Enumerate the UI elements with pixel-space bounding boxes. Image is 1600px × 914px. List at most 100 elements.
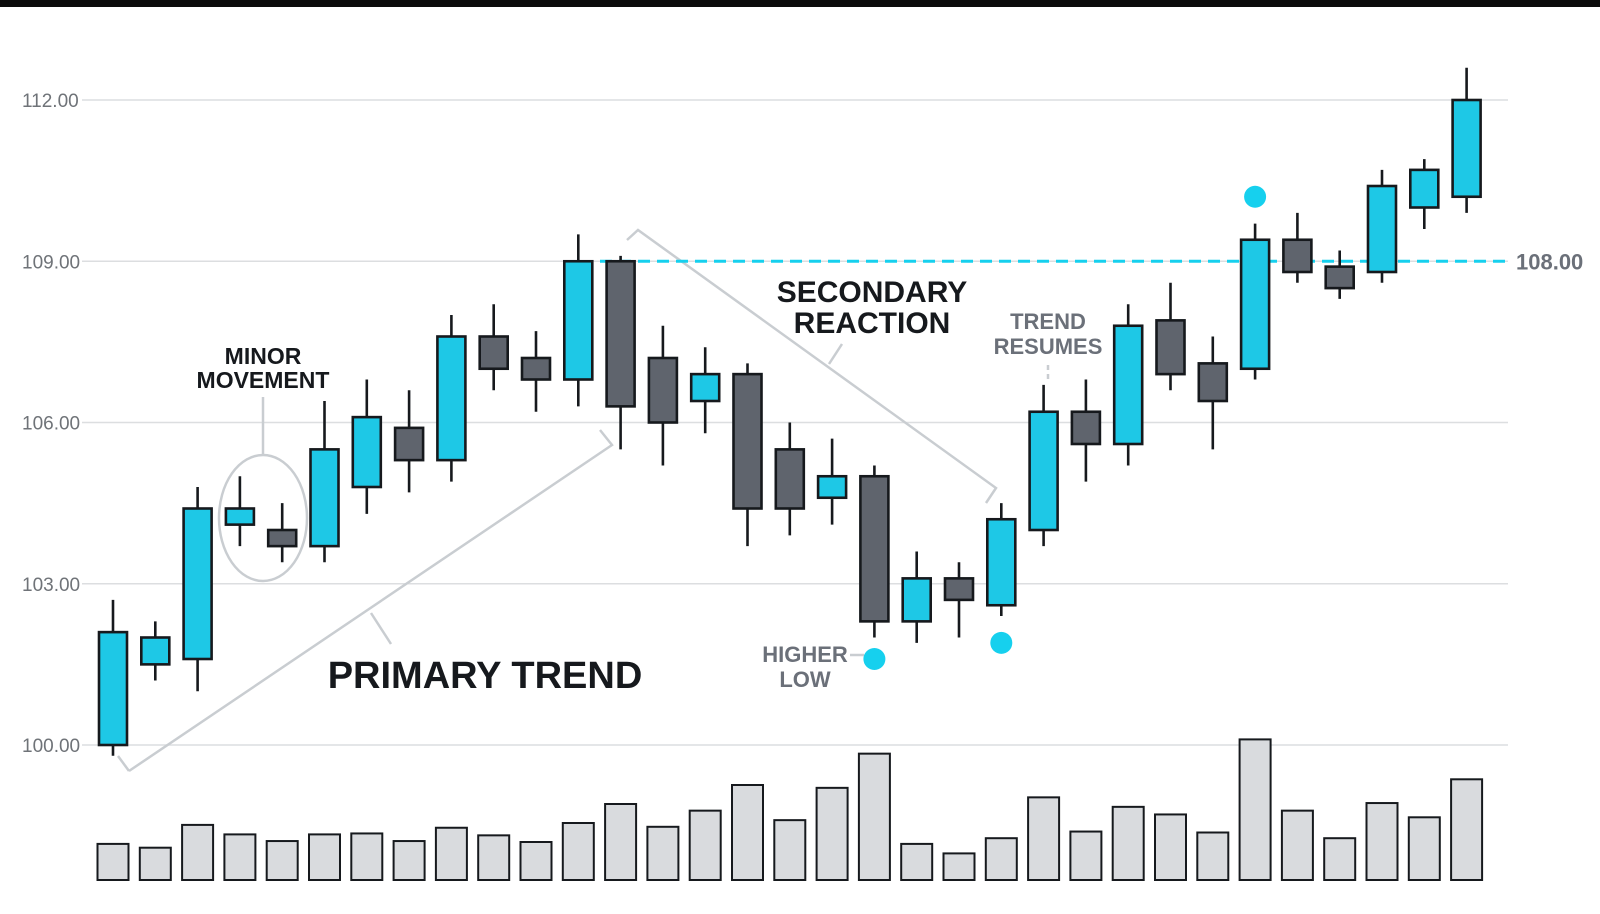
candle-body xyxy=(859,474,890,623)
candle-body xyxy=(1028,410,1059,532)
candle-body xyxy=(140,636,171,666)
candle-body xyxy=(478,335,510,371)
marker-dot xyxy=(1244,185,1267,208)
candle xyxy=(224,476,256,547)
candle-body xyxy=(647,356,679,424)
volume-bar xyxy=(1196,831,1230,881)
candle-body xyxy=(816,474,848,500)
volume-bar xyxy=(646,825,680,881)
higher-low-label-line1: HIGHER xyxy=(762,642,848,667)
candle xyxy=(689,347,721,434)
candle-body xyxy=(1112,324,1144,446)
volume-bar xyxy=(392,840,426,881)
candle-body xyxy=(1070,410,1102,446)
candle-body xyxy=(1324,265,1355,290)
secondary-reaction-label-line2: REACTION xyxy=(794,307,951,340)
candle xyxy=(901,551,933,643)
candle-body xyxy=(562,259,594,381)
volume-bar xyxy=(434,826,468,881)
secondary-reaction-bracket xyxy=(626,228,998,504)
reference-layer: 108.00 xyxy=(600,249,1583,274)
reference-line-label: 108.00 xyxy=(1516,249,1583,274)
y-tick-label: 106.00 xyxy=(22,414,80,435)
primary-trend-bracket-start xyxy=(116,755,131,772)
volume-bar xyxy=(688,809,722,882)
y-tick-label: 103.00 xyxy=(22,575,80,596)
candle xyxy=(478,304,510,391)
candle xyxy=(1070,379,1102,482)
candle-body xyxy=(732,372,763,510)
candle-body xyxy=(393,426,425,462)
volume-bar xyxy=(96,842,130,882)
volume-bar xyxy=(1111,805,1145,881)
volume-bar xyxy=(1407,816,1441,881)
volume-bar xyxy=(1365,802,1399,881)
candle xyxy=(985,503,1017,616)
candle xyxy=(140,621,171,681)
candle xyxy=(774,422,806,536)
candle-body xyxy=(97,630,129,747)
candle-body xyxy=(1409,168,1440,209)
candle-body xyxy=(182,507,213,661)
candle xyxy=(1282,212,1313,283)
candle-body xyxy=(266,528,298,548)
marker-dot xyxy=(990,631,1013,654)
candle-body xyxy=(1451,98,1482,199)
candle xyxy=(1155,282,1186,391)
higher-low-label-line2: LOW xyxy=(779,667,831,692)
trend-resumes-label-line1: TREND xyxy=(1010,309,1086,334)
primary-trend-label: PRIMARY TREND xyxy=(328,655,643,697)
volume-bar xyxy=(138,846,172,882)
candle xyxy=(266,503,298,563)
secondary-reaction-tick xyxy=(827,343,844,365)
candle xyxy=(436,315,467,482)
candle-body xyxy=(1197,362,1229,403)
candle-body xyxy=(436,335,467,462)
trend-resumes-label-line2: RESUMES xyxy=(994,334,1103,359)
candle-body xyxy=(520,356,552,381)
y-tick-label: 100.00 xyxy=(22,736,80,757)
volume-bar xyxy=(731,784,764,881)
volume-bar xyxy=(942,852,976,882)
candle xyxy=(393,390,425,493)
candle-body xyxy=(309,448,340,548)
candle xyxy=(1197,336,1229,450)
minor-movement-label-line2: MOVEMENT xyxy=(197,367,330,393)
candle-body xyxy=(1366,184,1398,274)
candle xyxy=(1409,159,1440,229)
candle-body xyxy=(774,448,806,510)
minor-movement-label-line1: MINOR xyxy=(225,343,302,369)
candle-body xyxy=(1239,238,1271,371)
volume-bar xyxy=(1280,809,1314,882)
primary-trend-bracket xyxy=(128,429,614,773)
annotation-labels: MINOR MOVEMENT PRIMARY TREND SECONDARY R… xyxy=(197,276,1103,697)
secondary-reaction-label-line1: SECONDARY xyxy=(777,276,968,309)
candle xyxy=(859,465,890,638)
candle-body xyxy=(901,577,933,623)
candle xyxy=(1028,384,1059,547)
candle xyxy=(1324,250,1355,299)
volume-bar xyxy=(773,819,807,882)
volume-bar xyxy=(1323,837,1357,882)
candles xyxy=(97,67,1482,756)
volume-bar xyxy=(1069,830,1103,881)
candle-body xyxy=(351,415,383,489)
top-bar xyxy=(0,0,1600,7)
candle xyxy=(647,325,679,466)
candle xyxy=(520,331,552,412)
y-tick-label: 109.00 xyxy=(22,252,80,273)
y-axis: 100.00 103.00 106.00 109.00 112.00 xyxy=(22,91,80,757)
candle xyxy=(309,401,340,563)
candle xyxy=(816,438,848,525)
candle xyxy=(182,487,213,692)
candle xyxy=(97,599,129,756)
candle xyxy=(562,234,594,407)
candle xyxy=(1112,304,1144,466)
volume-bar xyxy=(561,822,595,881)
candle-body xyxy=(943,577,975,602)
candle-body xyxy=(689,372,721,403)
candle-body xyxy=(1282,238,1313,274)
candle xyxy=(943,562,975,638)
candle xyxy=(351,379,383,514)
